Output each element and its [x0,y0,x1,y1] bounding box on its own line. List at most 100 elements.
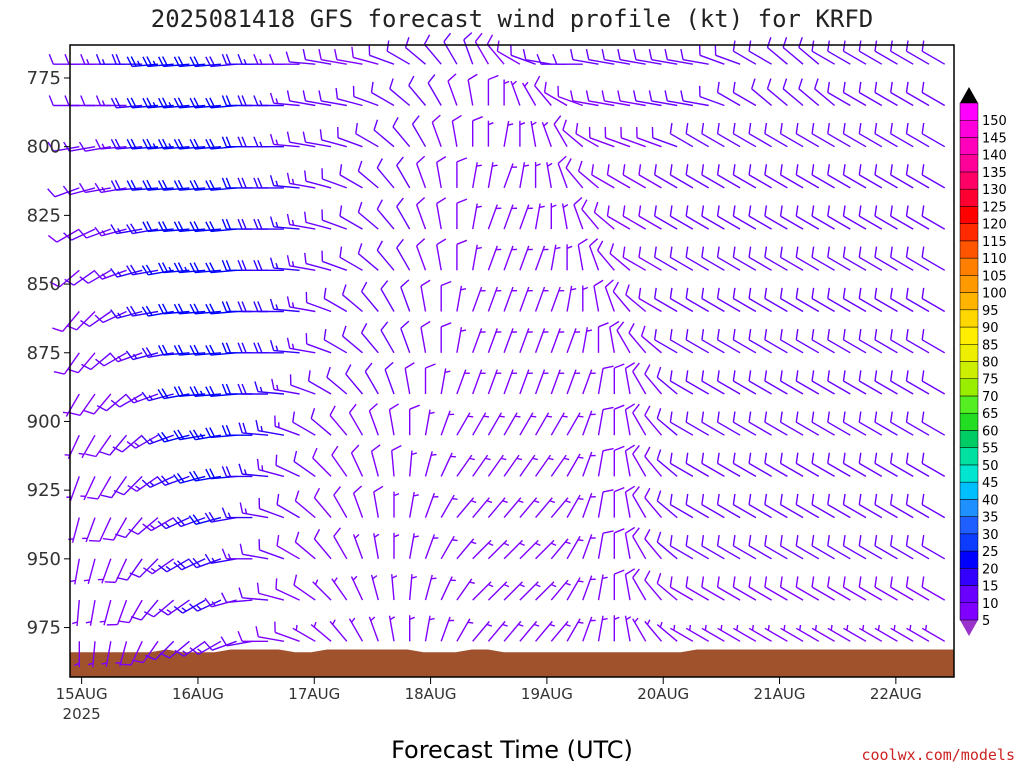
wind-barbs [47,32,946,668]
wind-barb [921,493,946,519]
barb-staff [535,539,555,560]
barb-staff [415,245,427,271]
barb-half [372,575,378,580]
barb-staff [163,146,190,150]
barb-full [142,139,149,150]
barb-full [146,97,153,108]
barb-full [173,221,180,232]
barb-staff [409,450,413,477]
wind-barb [842,493,867,519]
barb-staff [780,545,804,560]
barb-staff [780,339,804,354]
wind-barb [811,370,835,395]
barb-full [701,493,705,505]
barb-full [126,180,133,191]
barb-staff [364,371,379,395]
barb-half [168,266,173,273]
barb-full [680,48,684,60]
wind-barb [304,211,332,230]
barb-full [811,452,815,464]
barb-staff [336,58,363,65]
barb-full [221,260,228,271]
barb-full [748,246,752,258]
barb-staff [827,545,851,560]
barb-staff [682,100,709,107]
barb-full [225,136,232,147]
wind-barb [827,452,851,478]
wind-barb [503,328,518,354]
wind-barb [561,203,569,230]
wind-barb [380,321,395,354]
barb-full [130,223,137,234]
barb-staff [117,352,143,363]
barb-full [732,287,736,299]
barb-full [669,205,673,217]
wind-barb [69,393,96,416]
barb-full [126,97,133,109]
barb-half [152,60,157,67]
wind-barb [633,48,662,65]
wind-barb [456,578,475,601]
wind-barb [795,493,820,519]
wind-barb [173,599,206,614]
wind-barb [173,179,206,191]
wind-barb [582,285,589,312]
barb-staff [780,503,804,519]
wind-barb [588,127,615,148]
barb-staff [632,453,647,477]
wind-barb [905,122,930,148]
wind-barb [253,177,284,189]
barb-full [132,659,144,664]
barb-full [323,329,327,340]
barb-half [117,227,122,234]
wind-barb [126,56,159,68]
barb-full [593,279,604,287]
barb-staff [420,285,427,312]
barb-full [811,122,815,134]
barb-full [125,394,135,404]
wind-barb [519,454,538,477]
barb-full [176,560,186,569]
barb-staff [748,174,772,189]
barb-staff [780,256,804,271]
barb-half [276,384,279,391]
wind-barb [472,539,494,560]
barb-full [685,287,689,299]
barb-half [578,456,584,459]
barb-staff [550,538,569,560]
barb-full [220,636,228,647]
barb-staff [194,146,221,150]
barb-half [519,122,526,126]
x-axis: 15AUG 16AUG 17AUG 18AUG 19AUG 20AUG 21AUG 22AUG [56,677,922,703]
barb-half [535,542,541,547]
barb-full [732,576,736,588]
barb-full [602,530,614,534]
barb-staff [874,174,898,189]
barb-full [782,37,788,48]
wind-barb [842,411,867,436]
wind-barb [255,626,285,642]
barb-full [811,493,815,505]
wind-barb [404,362,415,395]
barb-full [874,370,878,382]
barb-staff [179,228,206,233]
barb-full [577,160,583,172]
barb-staff [521,82,537,106]
wind-barb [78,141,111,152]
wind-barb [321,209,348,230]
wind-barb [811,452,835,478]
wind-barb [716,452,741,478]
barb-staff [310,624,332,642]
wind-barb [716,576,741,601]
barb-full [766,78,772,90]
barb-full [748,452,752,464]
wind-barb [632,362,647,395]
barb-half [524,81,529,87]
barb-full [685,411,689,423]
barb-full [472,116,483,122]
barb-staff [121,434,143,453]
barb-staff [259,508,285,519]
barb-full [842,370,846,382]
wind-barb [221,466,253,478]
barb-full [625,403,636,411]
